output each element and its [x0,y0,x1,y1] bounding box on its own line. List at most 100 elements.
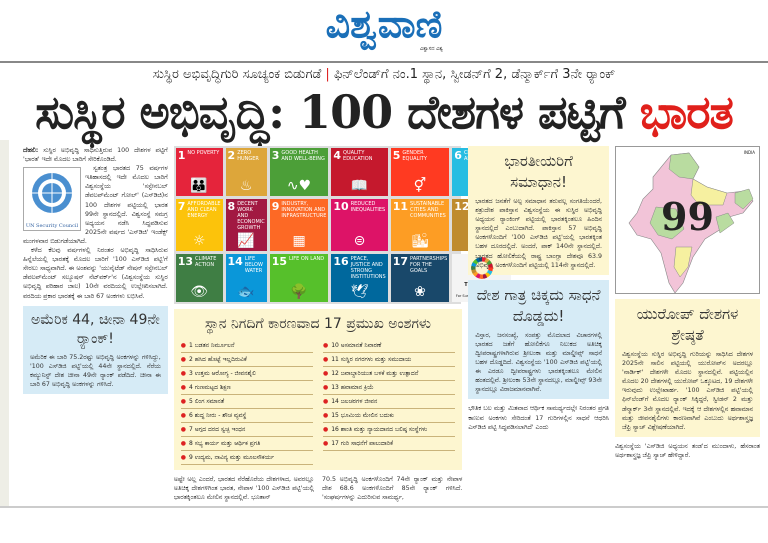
sdg-tile-16: 16 PEACE, JUSTICE AND STRONG INSTITUTIONS… [331,254,388,302]
masthead-logo[interactable]: ವಿಶ್ವವಾಣಿ [325,2,443,46]
headline: ಸುಸ್ಥಿರ ಅಭಿವೃದ್ಧಿ: 100 ದೇಶಗಳ ಪಟ್ಟಿಗೆ ಭಾರ… [0,84,768,140]
box-title: ಭಾರತೀಯರಿಗೆ ಸಮಾಧಾನ! [504,152,573,191]
sdg-label: SUSTAINABLE CITIES AND COMMUNITIES [410,201,446,219]
col4-text: ವಿಶ್ವಸಂಸ್ಥೆಯ 'ಎಸ್‌ಡಿಜಿ ಅಧ್ಯಯನ ತಂಡ'ದ ಮುಂದ… [615,442,760,459]
kicker-left: ಸುಸ್ಥಿರ ಅಭಿವೃದ್ಧಿಗುರಿ ಸೂಚ್ಯಂಕ ಬಿಡುಗಡೆ [152,67,322,82]
factor-item: 5 ಲಿಂಗ ಸಮಾನತೆ [180,395,313,409]
sdg-tile-1: 1 NO POVERTY 👪 [175,148,223,196]
sdg-tile-2: 2 ZERO HUNGER ♨ [225,148,267,196]
factor-item: 9 ಉದ್ಯಮ, ನಾವಿನ್ಯ ಮತ್ತು ಮೂಲಸೌಕರ್ಯ [180,451,313,465]
india-rank-number: 99 [661,194,714,239]
growth-chart-icon: 📈 [237,233,255,249]
masthead: ವಿಶ್ವವಾಣಿ ವಿಶ್ವಾಸದ ವಿಶ್ವ ಸುಸ್ಥಿರ ಅಭಿವೃದ್… [0,0,768,140]
mid-text-a: ಅಷ್ಟೇ ಅಲ್ಲ ಎಂದರೆ, ಭಾರತದ ನೆರೆಹೊರೆಯ ದೇಶಗಳಾ… [173,476,314,502]
sdg-number: 17 [392,255,409,268]
eye-globe-icon: 👁 [190,284,209,300]
factor-item: 2 ಹಸಿದ ಹೊಟ್ಟೆ ಇಲ್ಲದಿರುವಿಕೆ [180,353,313,367]
bowl-icon: ♨ [239,178,253,194]
sdg-goals-grid: 1 NO POVERTY 👪 2 ZERO HUNGER ♨ 3 GOOD HEALTH AN… [173,146,512,304]
factor-item: 17 ಗುರಿ ಸಾಧನೆಗೆ ಪಾಲುದಾರಿಕೆ [322,437,456,451]
sdg-label: GOOD HEALTH AND WELL-BEING [281,150,325,162]
factor-item: 10 ಅಸಮಾನತೆ ನಿವಾರಣೆ [322,339,456,353]
factors-box: ಸ್ಥಾನ ನಿಗದಿಗೆ ಕಾರಣವಾದ 17 ಪ್ರಮುಖ ಅಂಶಗಳು 1… [173,309,463,470]
factor-item: 11 ಸುಸ್ಥಿರ ನಗರಗಳು ಮತ್ತು ಸಮುದಾಯ [322,353,456,367]
box-title: ದೇಶ ಗಾತ್ರ ಚಿಕ್ಕದು ಸಾಧನೆ ದೊಡ್ಡದು! [476,285,601,325]
cubes-icon: ▦ [292,233,306,249]
europe-box: ಯುರೋಪ್ ದೇಶಗಳ ಶ್ರೇಷ್ಠತೆ ವಿಶ್ವಸಂಸ್ಥೆಯ ಸುಸ್… [615,299,760,437]
column-4: INDIA 99 ಯುರೋಪ್ ದೇಶಗಳ ಶ್ರೇಷ್ಠತೆ ವಿಶ್ವಸಂಸ… [615,146,760,460]
lead-p3: ಕಳೆದ ಕೆಲವು ವರ್ಷಗಳಲ್ಲಿ ನಿರಂತರ ಅಭಿವೃದ್ಧಿ ಸ… [23,247,168,300]
column-3: ಭಾರತೀಯರಿಗೆ ಸಮಾಧಾನ! ಭಾರತದ ಜನತೆಗೆ ಅಲ್ಪ ಸಮಾ… [468,146,609,432]
india-relief-box: ಭಾರತೀಯರಿಗೆ ಸಮಾಧಾನ! ಭಾರತದ ಜನತೆಗೆ ಅಲ್ಪ ಸಮಾ… [468,146,609,275]
rings-icon: ❀ [414,284,426,300]
factor-item: 4 ಗುಣಮಟ್ಟದ ಶಿಕ್ಷಣ [180,381,313,395]
sdg-label: NO POVERTY [187,150,220,156]
lead-p1: ಸುಸ್ಥಿರ ಅಭಿವೃದ್ಧಿ ಸಾಧಿಸುತ್ತಿರುವ 100 ದೇಶಗ… [23,147,168,164]
sdg-number: 10 [333,200,349,213]
sdg-number: 2 [227,149,236,162]
lead-p2: ಸ್ವತಂತ್ರ ಭಾರತದ 75 ವರ್ಷಗಳ ಇತಿಹಾಸದಲ್ಲಿ ಇದೇ… [23,165,168,245]
un-emblem-image: UN Security Council [23,167,81,232]
sdg-tile-10: 10 REDUCED INEQUALITIES ⊜ [331,199,388,251]
india-map: INDIA 99 [615,146,760,294]
sdg-number: 13 [177,255,194,268]
sdg-number: 9 [271,200,280,213]
sdg-tile-4: 4 QUALITY EDUCATION 📖 [331,148,388,196]
column-2: 1 NO POVERTY 👪 2 ZERO HUNGER ♨ 3 GOOD HEALTH AN… [173,146,512,502]
map-label: INDIA [743,150,755,155]
sdg-label: GENDER EQUALITY [402,150,427,162]
box-text: ಅಮೆರಿಕ ಈ ಬಾರಿ 75.2ರಷ್ಟು ಅಭಿವೃದ್ಧಿ ಅಂಕಗಳನ… [30,353,161,388]
equal-icon: ⊜ [353,233,366,249]
sdg-tile-15: 15 LIFE ON LAND 🌳 [269,254,329,302]
sdg-tile-14: 14 LIFE BELOW WATER 🐟 [225,254,267,302]
image-caption: UN Security Council [25,223,79,230]
col3-text: ಭೌತಿಕ ಬಲ ಮತ್ತು ಮಿತವಾದ ಆರ್ಥಿಕ ಸಾಮರ್ಥ್ಯದಲ್… [468,405,609,431]
sdg-number: 1 [177,149,186,162]
sdg-tile-5: 5 GENDER EQUALITY ⚥ [390,148,450,196]
mid-text-b: 70.5 ಅಭಿವೃದ್ಧಿ ಅಂಕಗಳೊಂದಿಗೆ 74ನೇ ರ್‍ಯಾಂಕ್… [321,476,463,502]
factors-list-right: 10 ಅಸಮಾನತೆ ನಿವಾರಣೆ11 ಸುಸ್ಥಿರ ನಗರಗಳು ಮತ್ತ… [322,339,456,465]
dove-icon: 🕊 [350,284,369,300]
sdg-tile-9: 9 INDUSTRY, INNOVATION AND INFRASTRUCTURE… [269,199,329,251]
sdg-number: 16 [333,255,349,268]
small-countries-box: ದೇಶ ಗಾತ್ರ ಚಿಕ್ಕದು ಸಾಧನೆ ದೊಡ್ಡದು! ವಿಸ್ತಾರ… [468,279,609,400]
sdg-number: 15 [271,255,288,268]
factor-item: 8 ಸಭ್ಯ ಕಾರ್ಯ ಮತ್ತು ಆರ್ಥಿಕ ಪ್ರಗತಿ [180,437,313,451]
kicker-right: ಫಿನ್‌ಲೆಂಡ್‌ಗೆ ನಂ.1 ಸ್ಥಾನ, ಸ್ವೀಡನ್‌ಗೆ 2, … [333,67,616,82]
sdg-number: 8 [227,200,236,213]
sdg-label: DECENT WORK AND ECONOMIC GROWTH [237,201,265,231]
usa-china-box: ಅಮೆರಿಕ 44, ಚೀನಾ 49ನೇ ರ್‍ಯಾಂಕ್! ಅಮೆರಿಕ ಈ … [23,305,168,394]
sdg-tile-8: 8 DECENT WORK AND ECONOMIC GROWTH 📈 [225,199,267,251]
factor-item: 3 ಉತ್ತಮ ಆರೋಗ್ಯ - ಜೀವನಶೈಲಿ [180,367,313,381]
sdg-tile-17: 17 PARTNERSHIPS FOR THE GOALS ❀ [390,254,450,302]
mid-text: ಅಷ್ಟೇ ಅಲ್ಲ ಎಂದರೆ, ಭಾರತದ ನೆರೆಹೊರೆಯ ದೇಶಗಳಾ… [173,475,463,502]
headline-highlight: ಭಾರತ [639,85,734,139]
sdg-number: 5 [392,149,401,162]
masthead-divider [0,61,768,63]
sdg-number: 6 [454,149,462,162]
sdg-number: 14 [227,255,243,268]
column-1: ದೆಹಲಿ: ಸುಸ್ಥಿರ ಅಭಿವೃದ್ಧಿ ಸಾಧಿಸುತ್ತಿರುವ 1… [23,146,168,394]
sdg-label: LIFE ON LAND [289,256,325,262]
article-columns: ದೆಹಲಿ: ಸುಸ್ಥಿರ ಅಭಿವೃದ್ಧಿ ಸಾಧಿಸುತ್ತಿರುವ 1… [0,140,768,507]
factor-item: 14 ಜಲಚರಗಳ ಜೀವನ [322,395,456,409]
sun-power-icon: ☼ [192,233,206,249]
box-text: ಭಾರತದ ಜನತೆಗೆ ಅಲ್ಪ ಸಮಾಧಾನ ತರುವಲ್ಲ ಸಂಗತಿಯೆ… [475,198,602,269]
sdg-label: AFFORDABLE AND CLEAN ENERGY [187,201,221,219]
box-text: ವಿಶ್ವಸಂಸ್ಥೆಯ ಸುಸ್ಥಿರ ಅಭಿವೃದ್ಧಿ ಗುರಿಯನ್ನು… [622,351,753,431]
gender-icon: ⚥ [413,178,427,194]
tree-icon: 🌳 [290,284,308,300]
box-title: ಅಮೆರಿಕ 44, ಚೀನಾ 49ನೇ ರ್‍ಯಾಂಕ್! [30,311,160,347]
buildings-icon: 🏙 [411,233,429,249]
box-title: ಸ್ಥಾನ ನಿಗದಿಗೆ ಕಾರಣವಾದ 17 ಪ್ರಮುಖ ಅಂಶಗಳು [204,316,431,332]
book-icon: 📖 [350,178,369,194]
sdg-number: 4 [333,149,342,162]
dateline: ದೆಹಲಿ: [23,147,39,154]
sdg-label: ZERO HUNGER [237,150,259,162]
sdg-label: REDUCED INEQUALITIES [350,201,386,213]
sdg-number: 7 [177,200,186,213]
factor-item: 16 ಶಾಂತಿ ಮತ್ತು ನ್ಯಾಯದಾನದ ಬಲಿಷ್ಠ ಸಂಸ್ಥೆಗಳ… [322,423,456,437]
bottom-divider [0,506,768,509]
un-emblem-icon [32,173,72,214]
india-map-icon [628,152,754,293]
